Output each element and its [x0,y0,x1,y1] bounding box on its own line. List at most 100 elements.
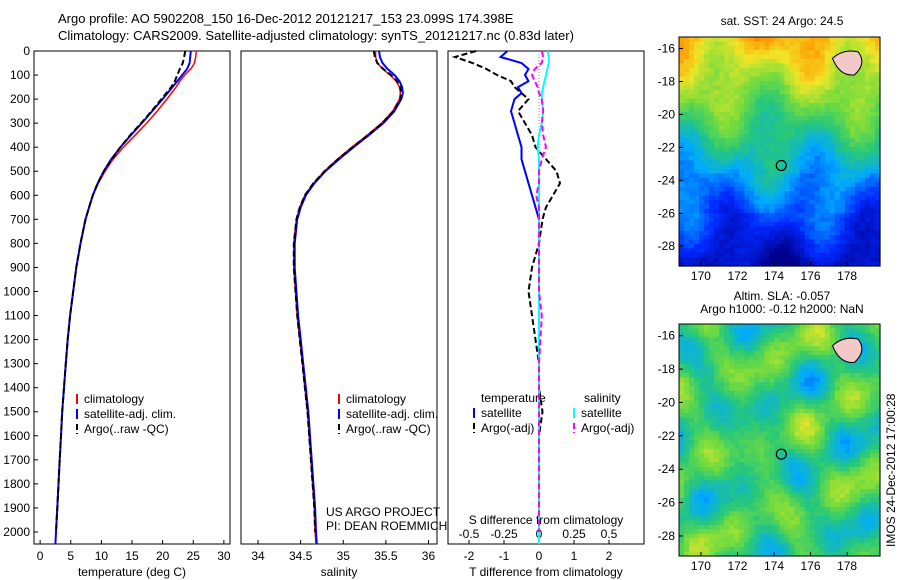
map-cell [744,533,750,539]
map-cell [744,408,750,414]
map-cell [819,382,826,388]
map-cell [834,328,841,334]
map-cell [679,426,685,432]
map-cell [689,364,695,370]
map-cell [809,493,816,499]
map-cell [724,107,730,113]
map-cell [859,547,866,553]
map-cell [679,524,685,530]
map-cell [754,138,761,144]
map-cell [854,386,861,392]
map-cell [744,169,750,175]
map-cell [854,435,861,441]
map-cell [759,377,766,383]
map-cell [719,332,725,338]
map-cell [709,551,715,557]
map-cell [864,45,871,51]
map-cell [849,498,856,504]
map-cell [804,480,811,486]
map-cell [834,111,841,117]
map-cell [874,444,881,450]
map-cell [694,408,700,414]
map-cell [729,341,735,347]
map-cell [849,462,856,468]
map-cell [874,529,881,535]
map-cell [699,230,705,236]
map-cell [809,59,816,65]
map-cell [724,169,730,175]
map-cell [754,217,761,223]
map-cell [859,457,866,463]
map-cell [744,226,750,232]
map-cell [789,129,796,135]
map-cell [759,221,766,227]
map-cell [874,520,881,526]
map-cell [874,208,881,214]
map-cell [839,417,846,423]
map-cell [809,195,816,201]
map-cell [874,408,881,414]
map-cell [749,129,755,135]
map-cell [774,471,781,477]
map-cell [854,111,861,117]
map-cell [679,125,685,131]
map-cell [739,462,745,468]
map-cell [794,177,801,183]
map-cell [834,475,841,481]
map-cell [689,417,695,423]
map-cell [834,151,841,157]
map-cell [759,453,766,459]
map-cell [809,261,816,267]
map-cell [684,41,690,47]
map-cell [779,89,786,95]
map-cell [729,431,735,437]
map-cell [689,489,695,495]
map-cell [784,359,791,365]
map-cell [824,386,831,392]
map-cell [794,551,801,557]
map-cell [749,81,755,87]
map-cell [854,107,861,113]
map-cell [784,547,791,553]
map-cell [694,67,700,73]
map-cell [744,107,750,113]
map-cell [764,364,771,370]
map-cell [774,440,781,446]
map-cell [839,199,846,205]
map-cell [774,515,781,521]
map-cell [684,462,690,468]
map-cell [819,493,826,499]
map-cell [819,160,826,166]
map-cell [824,547,831,553]
map-cell [859,373,866,379]
map-cell [874,81,881,87]
map-cell [869,413,876,419]
map-cell [704,337,710,343]
map-cell [764,147,771,153]
map-cell [719,538,725,544]
map-cell [859,72,866,78]
map-cell [744,457,750,463]
map-cell [824,515,831,521]
map-cell [754,94,761,100]
legend-climatology: climatology [84,392,144,406]
map-cell [684,359,690,365]
map-cell [744,551,750,557]
map-cell [724,547,730,553]
map-cell [864,328,871,334]
map-cell [834,480,841,486]
map-cell [809,173,816,179]
map-cell [744,111,750,117]
map-cell [704,191,710,197]
map-cell [869,341,876,347]
map-cell [769,511,776,517]
map-cell [854,125,861,131]
map-cell [839,413,846,419]
map-cell [679,542,685,548]
map-cell [689,373,695,379]
map-cell [694,426,700,432]
map-cell [694,493,700,499]
map-cell [789,413,796,419]
map-cell [819,111,826,117]
map-cell [759,239,766,245]
